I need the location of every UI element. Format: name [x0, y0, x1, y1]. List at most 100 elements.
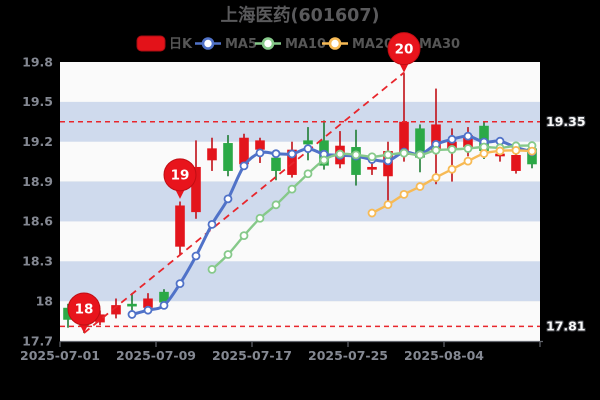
candle-body	[271, 157, 281, 171]
ma-marker	[255, 213, 265, 223]
y-axis-label: 18.9	[22, 174, 53, 189]
candle-body	[63, 307, 73, 320]
y-axis-label: 19.8	[22, 54, 53, 69]
candle-body	[351, 147, 361, 175]
candle-body	[399, 121, 409, 155]
ma-marker	[287, 149, 297, 159]
x-axis-label: 2025-07-01	[20, 348, 100, 363]
badge-label: 18	[75, 302, 94, 318]
ma-marker	[383, 200, 393, 210]
x-axis: 2025-07-01 2025-07-09 2025-07-17 2025-07-25…	[20, 340, 543, 363]
ma-marker	[463, 144, 473, 153]
badge-label: 20	[395, 41, 414, 57]
markline-label: 17.81	[546, 319, 586, 334]
ma-marker	[143, 305, 153, 315]
ma-marker	[271, 200, 281, 210]
ma-marker	[511, 145, 521, 155]
ma-legend-marker-icon	[328, 37, 342, 50]
chart-title: 上海医药(601607)	[220, 5, 379, 26]
stripe-band	[60, 62, 540, 103]
ma-marker	[207, 219, 217, 229]
ma-marker	[463, 156, 473, 166]
y-axis-label: 19.2	[22, 134, 53, 149]
ma-marker	[479, 149, 489, 158]
markline-label: 19.35	[546, 114, 586, 129]
badge-circle	[387, 32, 421, 66]
ma-marker	[527, 146, 537, 156]
legend-item-MA10[interactable]: MA10	[255, 37, 326, 52]
y-axis-label: 18	[36, 293, 53, 308]
ma-marker	[367, 208, 377, 218]
ma-marker	[127, 310, 137, 319]
ma-marker	[271, 149, 281, 159]
y-axis-label: 19.5	[22, 94, 53, 109]
ma-marker	[175, 279, 185, 289]
candle-body	[367, 166, 377, 170]
candle-body	[511, 155, 521, 171]
legend-label: MA5	[225, 37, 257, 52]
ma-marker	[303, 144, 313, 154]
ma-legend-marker-icon	[261, 37, 275, 50]
ma-marker	[383, 150, 393, 160]
price-badge-19: 19	[163, 158, 197, 199]
legend-item-日K[interactable]: 日K	[136, 35, 193, 52]
candle-body	[127, 303, 137, 307]
stripe-band	[60, 301, 540, 342]
candle-body	[175, 205, 185, 247]
legend: 日K MA5 MA10 MA20 MA30	[136, 35, 460, 52]
candle-body	[527, 148, 537, 165]
ma-legend-marker-icon	[201, 37, 215, 50]
candle-body	[239, 137, 249, 165]
ma-marker	[207, 264, 217, 274]
ma-marker	[447, 134, 457, 144]
x-axis-label: 2025-08-04	[404, 348, 484, 363]
ma-line-ma20	[367, 145, 537, 218]
ma-marker	[223, 194, 233, 204]
stripe-band	[60, 261, 540, 302]
ma-marker	[191, 251, 201, 261]
ma-marker	[159, 300, 169, 310]
x-axis-label: 2025-07-17	[212, 348, 292, 363]
candle-body	[223, 143, 233, 171]
trend-line	[83, 71, 405, 334]
x-axis-label: 2025-07-25	[308, 348, 388, 363]
kbar-legend-icon	[136, 35, 166, 52]
legend-label: MA20	[352, 37, 393, 52]
stripe-band	[60, 221, 540, 262]
stripe-band	[60, 181, 540, 222]
plot-area: 19.35 17.81 2025-07-01 2025-07-09 2025-07-17…	[20, 54, 587, 363]
ma-marker	[415, 150, 425, 160]
y-axis: 19.8 19.5 19.2 18.9 18.6 18.3 18 17.7	[22, 54, 53, 348]
ma-marker	[447, 145, 457, 154]
ma-marker	[399, 148, 409, 158]
ma-marker	[415, 182, 425, 191]
legend-label: MA30	[419, 37, 460, 52]
ma-marker	[431, 145, 441, 155]
ma-marker	[495, 146, 505, 156]
candle-body	[143, 298, 153, 308]
legend-item-MA5[interactable]: MA5	[195, 37, 257, 52]
y-axis-label: 18.6	[22, 214, 53, 229]
candle-body	[95, 314, 105, 323]
ma-marker	[431, 173, 441, 182]
candle-body	[303, 140, 313, 145]
ma-marker	[239, 231, 249, 241]
candle-body	[287, 149, 297, 175]
legend-item-MA20[interactable]: MA20	[322, 37, 393, 52]
badge-circle	[163, 158, 197, 192]
price-badges: 18 19 20	[67, 32, 421, 334]
y-axis-label: 18.3	[22, 254, 53, 269]
badge-label: 19	[171, 168, 190, 184]
ma-marker	[351, 150, 361, 160]
candle-body	[159, 291, 169, 303]
ma-marker	[399, 189, 409, 199]
ma-marker	[367, 152, 377, 162]
x-axis-label: 2025-07-09	[116, 348, 196, 363]
badge-circle	[67, 292, 101, 326]
ma-marker	[239, 161, 249, 171]
ma-marker	[319, 155, 329, 165]
ma-marker	[463, 131, 473, 141]
y-axis-label: 17.7	[22, 333, 53, 348]
